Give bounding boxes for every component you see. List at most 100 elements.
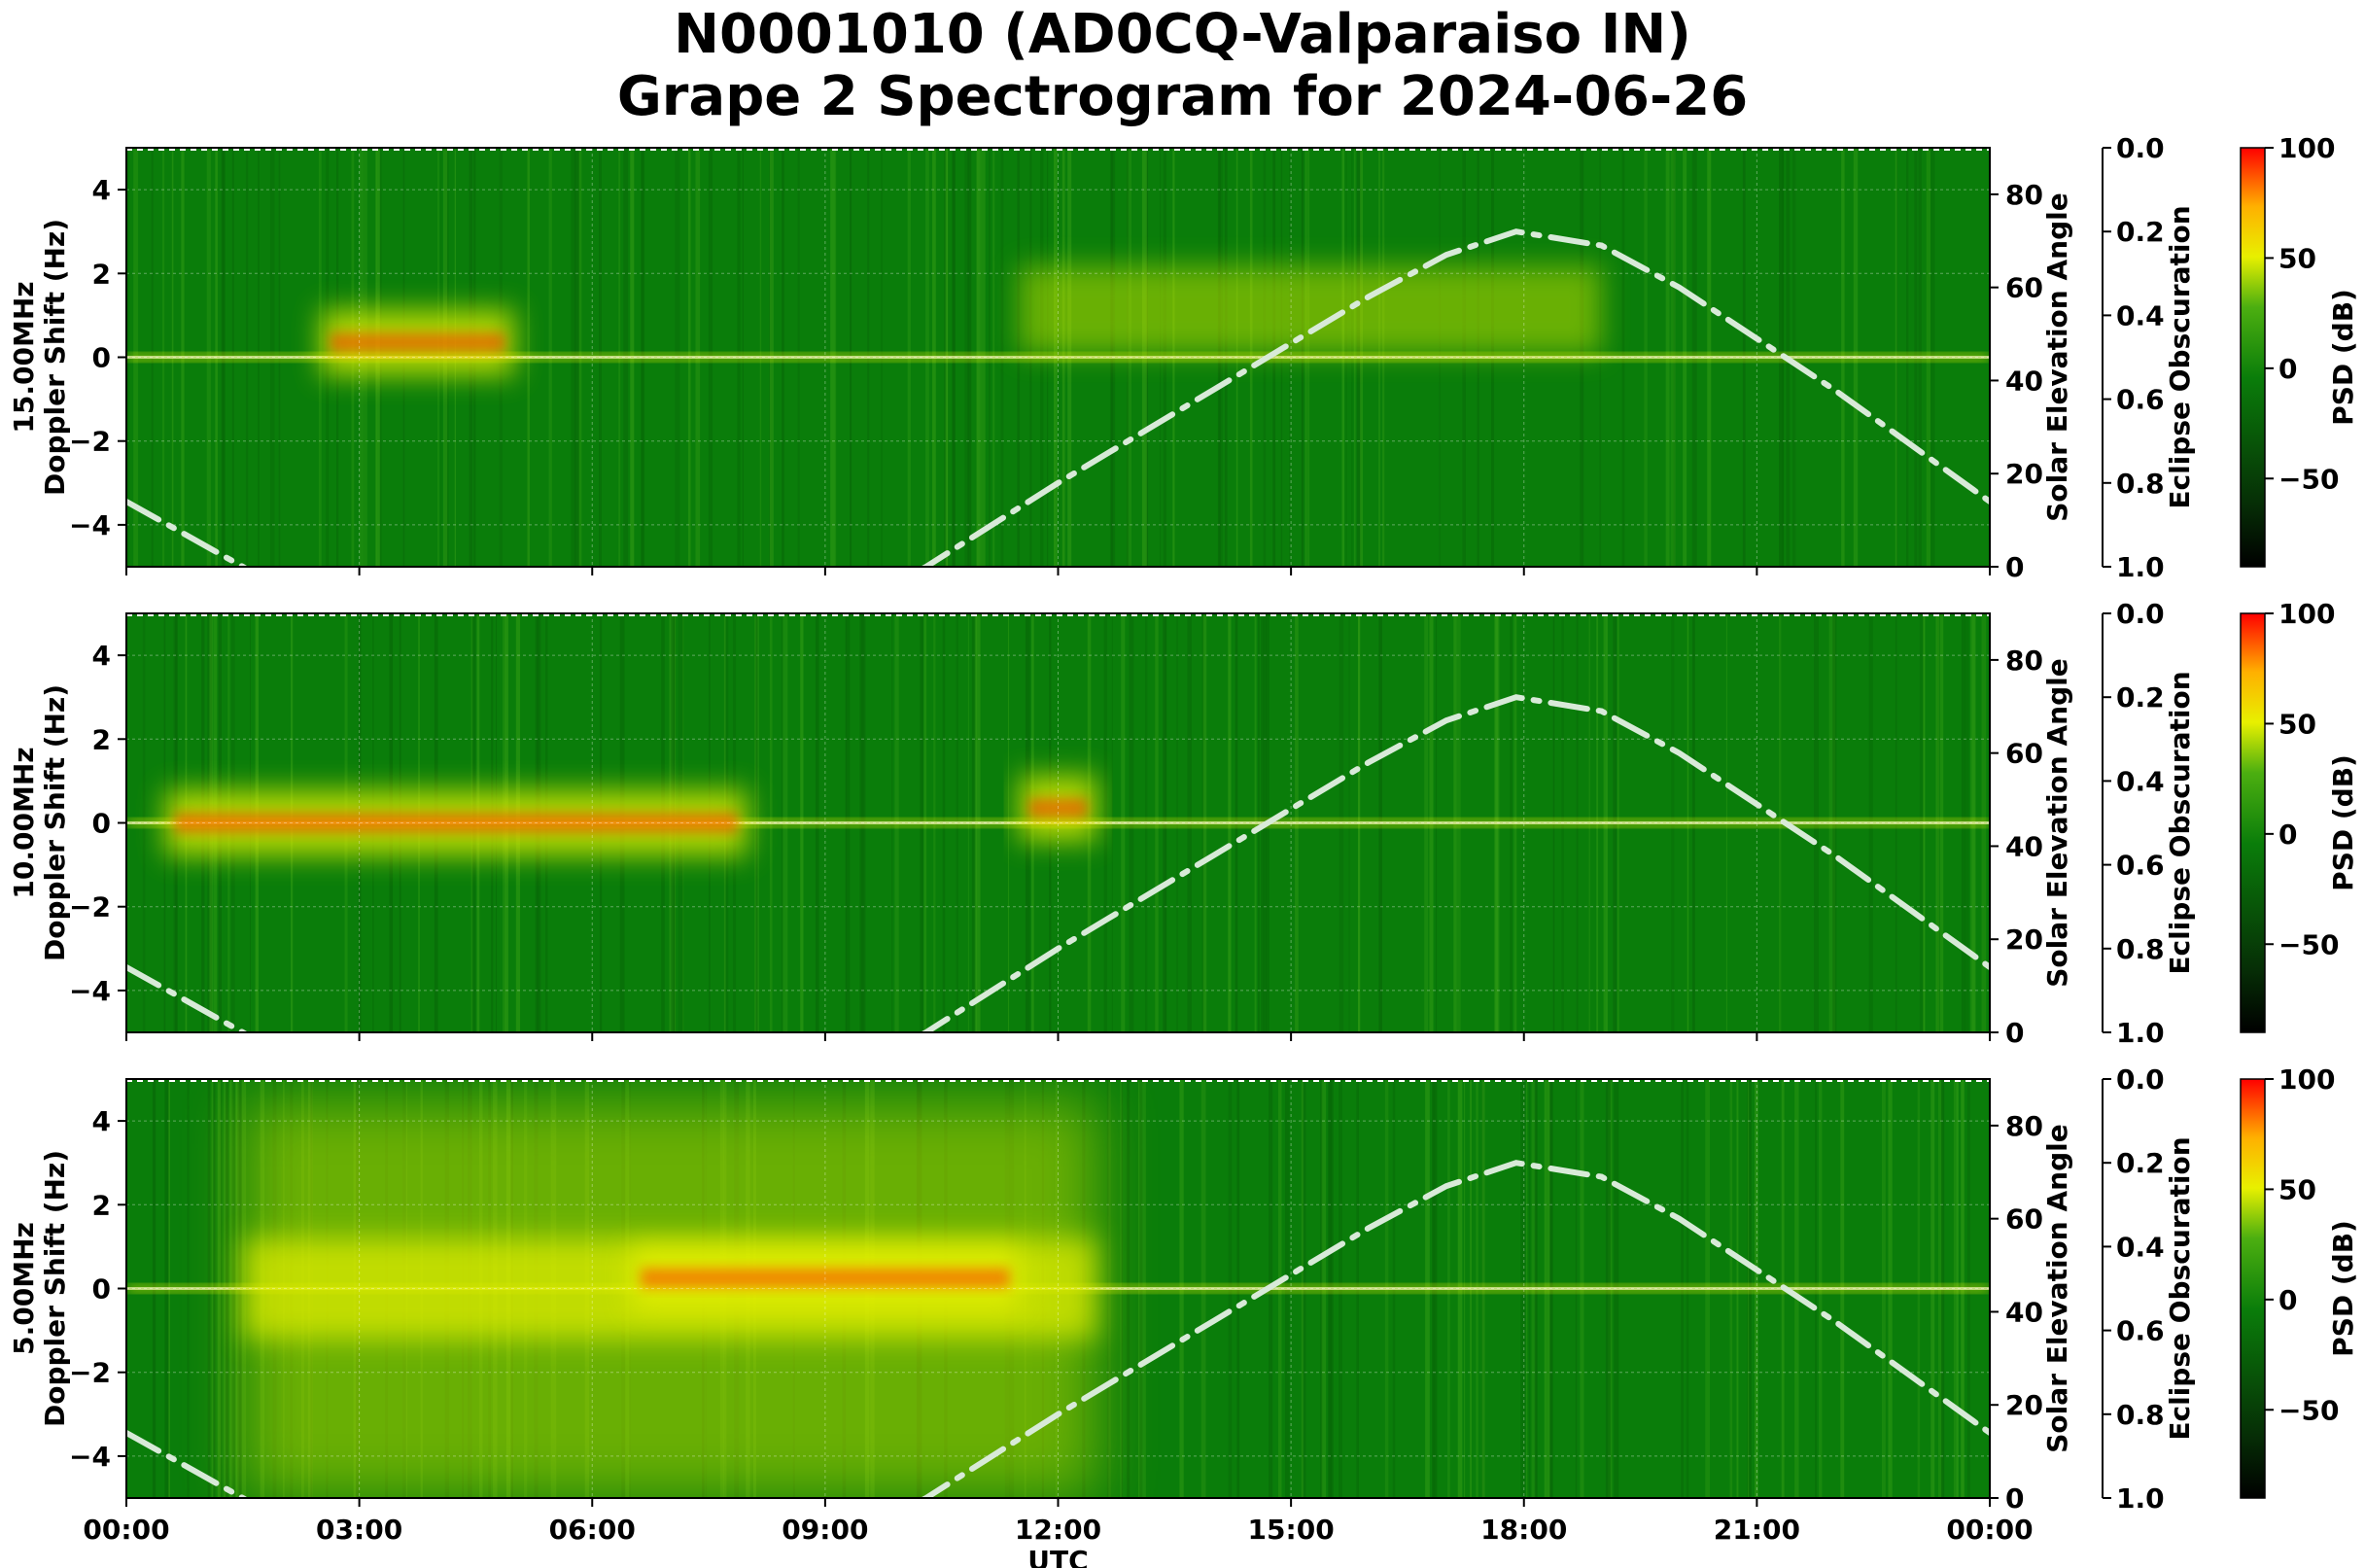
eclipse-axis-label: Eclipse Obscuration (2164, 671, 2196, 974)
eclipse-tick-label: 1.0 (2116, 1482, 2165, 1515)
eclipse-tick-label: 0.4 (2116, 765, 2165, 797)
y-axis-label: 5.00MHz (8, 1222, 40, 1355)
y-axis-label: Doppler Shift (Hz) (39, 219, 71, 496)
plot-area (126, 1079, 1990, 1498)
x-tick-label: 00:00 (83, 1514, 169, 1546)
colorbar-label: PSD (dB) (2327, 289, 2359, 426)
secondary-y-tick-label: 40 (2005, 365, 2043, 397)
colorbar-tick-label: 100 (2278, 132, 2335, 164)
secondary-y-tick-label: 0 (2005, 1017, 2024, 1049)
eclipse-tick-label: 0.6 (2116, 1315, 2165, 1347)
eclipse-axis-label: Eclipse Obscuration (2164, 205, 2196, 508)
y-tick-label: −4 (69, 975, 111, 1007)
eclipse-tick-label: 0.0 (2116, 598, 2165, 630)
y-tick-label: −4 (69, 509, 111, 541)
secondary-y-tick-label: 20 (2005, 458, 2043, 490)
secondary-y-tick-label: 80 (2005, 179, 2043, 211)
secondary-y-tick-label: 60 (2005, 1203, 2043, 1236)
secondary-y-tick-label: 40 (2005, 830, 2043, 862)
colorbar-tick-label: 100 (2278, 598, 2335, 630)
eclipse-axis-label: Eclipse Obscuration (2164, 1136, 2196, 1440)
y-tick-label: 2 (92, 258, 111, 290)
y-tick-label: −2 (69, 1357, 111, 1389)
eclipse-tick-label: 0.4 (2116, 1231, 2165, 1263)
colorbar-tick-label: 0 (2278, 1284, 2297, 1316)
x-tick-label: 18:00 (1480, 1514, 1567, 1546)
y-tick-label: 0 (92, 808, 111, 840)
eclipse-tick-label: 0.2 (2116, 216, 2165, 248)
y-tick-label: 0 (92, 1273, 111, 1306)
y-axis-label: Doppler Shift (Hz) (39, 1150, 71, 1427)
colorbar-tick-label: −50 (2278, 928, 2339, 960)
colorbar-tick-label: −50 (2278, 463, 2339, 495)
x-tick-label: 12:00 (1015, 1514, 1101, 1546)
colorbar-tick-label: 100 (2278, 1063, 2335, 1096)
secondary-y-tick-label: 20 (2005, 923, 2043, 956)
x-tick-label: 15:00 (1248, 1514, 1335, 1546)
colorbar-label: PSD (dB) (2327, 1220, 2359, 1357)
panel-10.00MHz: −4 −2 0 2 4 10.00MHz Doppler Shift (Hz) 0 20 40 60… (8, 598, 2359, 1049)
x-tick-label: 09:00 (782, 1514, 868, 1546)
colorbar (2240, 612, 2266, 1033)
signal-peak (174, 813, 738, 833)
eclipse-tick-label: 0.0 (2116, 132, 2165, 164)
x-tick-label: 21:00 (1714, 1514, 1800, 1546)
secondary-y-tick-label: 20 (2005, 1389, 2043, 1421)
y-tick-label: 2 (92, 1189, 111, 1221)
secondary-y-tick-label: 0 (2005, 551, 2024, 583)
y-tick-label: 0 (92, 342, 111, 374)
solar-elevation-curve (126, 694, 1990, 1032)
y-axis-label: Doppler Shift (Hz) (39, 684, 71, 961)
colorbar-tick-label: −50 (2278, 1394, 2339, 1426)
colorbar-tick-label: 0 (2278, 353, 2297, 385)
eclipse-tick-label: 0.8 (2116, 933, 2165, 965)
eclipse-tick-label: 0.6 (2116, 850, 2165, 882)
secondary-y-axis-label: Solar Elevation Angle (2041, 1124, 2073, 1452)
eclipse-tick-label: 0.0 (2116, 1063, 2165, 1096)
secondary-y-tick-label: 80 (2005, 1110, 2043, 1142)
signal-spread (1019, 265, 1602, 354)
y-tick-label: −2 (69, 891, 111, 923)
chart-title: N0001010 (AD0CQ-Valparaiso IN) Grape 2 S… (0, 4, 2365, 128)
colorbar-tick-label: 50 (2278, 708, 2316, 740)
chart-title-line2: Grape 2 Spectrogram for 2024-06-26 (616, 65, 1749, 128)
plot-area (126, 613, 1990, 1032)
solar-elevation-curve (126, 228, 1990, 567)
x-tick-label: 00:00 (1946, 1514, 2033, 1546)
panel-5.00MHz: −4 −2 0 2 4 5.00MHz Doppler Shift (Hz) 0 20 40 60 8… (8, 1063, 2359, 1568)
eclipse-tick-label: 0.2 (2116, 1147, 2165, 1179)
secondary-y-axis-label: Solar Elevation Angle (2041, 658, 2073, 987)
eclipse-tick-label: 0.6 (2116, 384, 2165, 416)
secondary-y-tick-label: 40 (2005, 1296, 2043, 1328)
signal-peak (1028, 798, 1088, 819)
y-tick-label: −2 (69, 426, 111, 458)
signal-peak (641, 1268, 1010, 1288)
chart-title-line1: N0001010 (AD0CQ-Valparaiso IN) (674, 3, 1691, 66)
eclipse-tick-label: 0.2 (2116, 681, 2165, 714)
secondary-y-tick-label: 60 (2005, 272, 2043, 304)
x-tick-label: 06:00 (549, 1514, 636, 1546)
secondary-y-tick-label: 0 (2005, 1482, 2024, 1515)
carrier-line (126, 356, 1990, 359)
panel-15.00MHz: −4 −2 0 2 4 15.00MHz Doppler Shift (Hz) 0 20 40 60… (8, 132, 2359, 583)
y-tick-label: 4 (92, 640, 111, 672)
colorbar-tick-label: 0 (2278, 819, 2297, 851)
colorbar (2240, 1078, 2266, 1499)
y-axis-label: 15.00MHz (8, 281, 40, 433)
y-tick-label: 4 (92, 174, 111, 206)
colorbar-tick-label: 50 (2278, 242, 2316, 274)
solar-elevation-curve (126, 1160, 1990, 1498)
eclipse-tick-label: 0.8 (2116, 468, 2165, 500)
y-tick-label: −4 (69, 1441, 111, 1473)
y-axis-label: 10.00MHz (8, 747, 40, 898)
eclipse-tick-label: 0.8 (2116, 1399, 2165, 1431)
secondary-y-tick-label: 60 (2005, 738, 2043, 770)
y-tick-label: 2 (92, 723, 111, 755)
eclipse-tick-label: 0.4 (2116, 299, 2165, 331)
x-axis-label: UTC (1027, 1545, 1088, 1568)
signal-peak (330, 332, 505, 353)
secondary-y-tick-label: 80 (2005, 645, 2043, 677)
plot-area (126, 148, 1990, 567)
colorbar (2240, 147, 2266, 568)
